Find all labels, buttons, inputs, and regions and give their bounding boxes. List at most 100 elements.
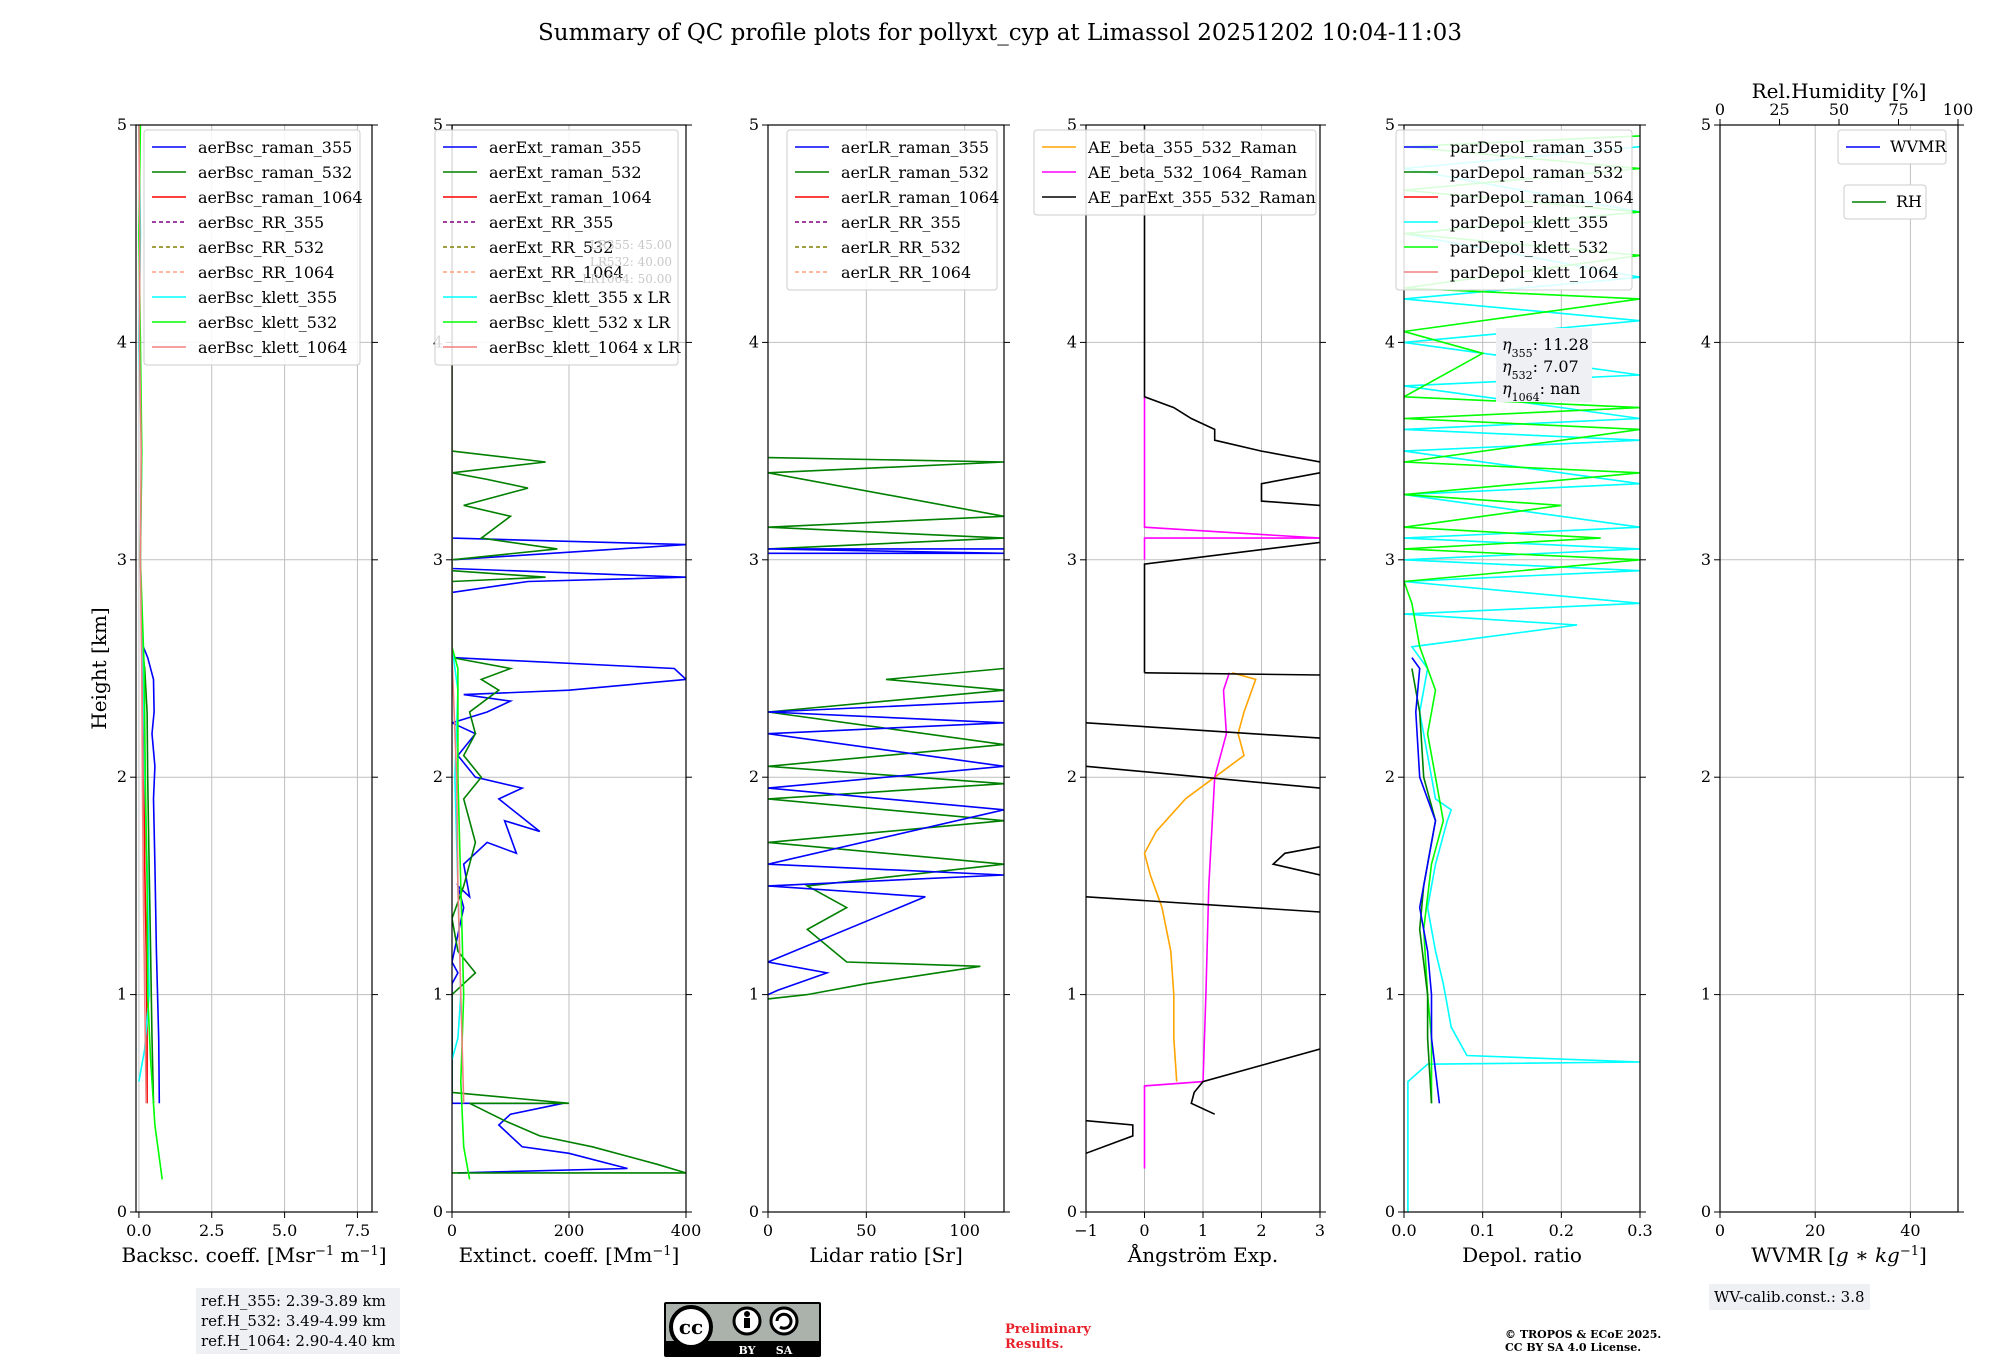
legend-box (434, 129, 679, 366)
top-tick-label: 75 (1888, 100, 1908, 119)
wv-calib-constant: WV-calib.const.: 3.8 (1714, 1288, 1865, 1306)
y-tick-label: 5 (117, 115, 127, 134)
series-line-aerBsc_raman_532 (141, 646, 155, 1104)
x-tick-label: 0 (447, 1221, 457, 1240)
eta-text-532: η532: 7.07 (1502, 357, 1579, 382)
panel-wvmr: 0 20 40 0 1 2 3 4 5 WVMR [g ∗ kg−1] 0 25 50 75 100 Rel.… (1701, 79, 1973, 1267)
panel-lidar_ratio: 0 50 100 0 1 2 3 4 5 Lidar ratio [Sr] aerLR_raman_… (749, 115, 1010, 1267)
y-tick-label: 3 (749, 550, 759, 569)
copyright-note: © TROPOS & ECoE 2025. CC BY SA 4.0 Licen… (1505, 1328, 1661, 1354)
top-axis-label: Rel.Humidity [%] (1752, 79, 1927, 103)
y-tick-label: 4 (749, 332, 759, 351)
legend-label: aerLR_raman_532 (841, 163, 989, 182)
legend-label: WVMR (1890, 137, 1947, 156)
y-tick-label: 3 (433, 550, 443, 569)
y-tick-label: 1 (1067, 985, 1077, 1004)
series-line-AE_beta_532_1064_Raman (1143, 672, 1231, 1169)
x-tick-label: 200 (554, 1221, 585, 1240)
legend-label: parDepol_raman_1064 (1450, 188, 1634, 207)
x-tick-label: 0 (1715, 1221, 1725, 1240)
panel-extinction: 0200400012345Extinct. coeff. [Mm−1]aerEx… (433, 115, 701, 1267)
copyright-line-2: CC BY SA 4.0 License. (1505, 1341, 1642, 1354)
x-tick-label: 40 (1900, 1221, 1920, 1240)
y-tick-label: 1 (117, 985, 127, 1004)
series-line-AE_parExt_355_532_Raman_3 (1086, 896, 1320, 913)
x-axis-label: WVMR [g ∗ kg−1] (1751, 1243, 1927, 1267)
legend-label: aerBsc_RR_1064 (198, 263, 334, 282)
legend-label: aerLR_raman_355 (841, 138, 989, 157)
ref-height-355: ref.H_355: 2.39-3.89 km (201, 1292, 386, 1310)
cc-sa-text: SA (776, 1344, 793, 1357)
legend-label: aerBsc_raman_355 (198, 138, 352, 157)
y-tick-label: 5 (1385, 115, 1395, 134)
y-tick-label: 3 (1701, 550, 1711, 569)
x-tick-label: 0.0 (1391, 1221, 1416, 1240)
series-line-AE_parExt_355_532_Raman_5 (1086, 765, 1320, 789)
x-tick-label: 0.3 (1627, 1221, 1652, 1240)
series-line-aerBsc_klett_532 x LR (452, 125, 471, 1180)
x-tick-label: 0.0 (126, 1221, 151, 1240)
y-tick-label: 3 (117, 550, 127, 569)
legend-label: aerBsc_RR_532 (198, 238, 324, 257)
cc-license-badge-icon: cc BY SA (664, 1302, 821, 1357)
legend-label: parDepol_raman_355 (1450, 138, 1623, 157)
axes-frame (1719, 124, 1959, 1213)
series-group (1404, 135, 1640, 1212)
panel-backscatter: 0.0 2.5 5.0 7.5 0 1 2 3 4 5 Backsc. coeff. [Msr−1 … (87, 115, 387, 1267)
legend-label: AE_parExt_355_532_Raman (1087, 188, 1316, 207)
series-line-AE_parExt_355_532_Raman_6 (1086, 722, 1320, 739)
figure-title: Summary of QC profile plots for pollyxt_… (538, 20, 1462, 46)
y-tick-label: 3 (1067, 550, 1077, 569)
preliminary-note: Preliminary Results. (1005, 1322, 1091, 1352)
x-tick-label: −1 (1074, 1221, 1098, 1240)
y-tick-label: 1 (1701, 985, 1711, 1004)
x-axis-label: Lidar ratio [Sr] (809, 1243, 963, 1267)
legend-box (1033, 129, 1317, 216)
legend-label: aerLR_RR_532 (841, 238, 961, 257)
axes-frame (767, 124, 1005, 1213)
y-tick-label: 2 (749, 767, 759, 786)
legend-box (1395, 129, 1633, 291)
legend-box (1837, 129, 1947, 165)
series-line-aerLR_raman_532_upper (768, 456, 1004, 550)
legend-label: aerExt_RR_355 (489, 213, 613, 232)
y-tick-label: 0 (433, 1202, 443, 1221)
series-line-parDepol_klett_355 (1404, 145, 1640, 1212)
x-tick-label: 100 (949, 1221, 980, 1240)
y-tick-label: 0 (1701, 1202, 1711, 1221)
series-line-aerBsc_raman_355 (142, 646, 161, 1104)
y-tick-label: 5 (1701, 115, 1711, 134)
legend-label: aerBsc_klett_1064 (198, 338, 347, 357)
legend-label: parDepol_raman_532 (1450, 163, 1623, 182)
legend-label: aerBsc_RR_355 (198, 213, 324, 232)
series-line-AE_beta_355_532_Raman (1143, 672, 1257, 1082)
reference-height-box: ref.H_355: 2.39-3.89 km ref.H_532: 3.49-… (196, 1288, 401, 1354)
top-tick-label: 25 (1769, 100, 1789, 119)
x-axis-label: Depol. ratio (1462, 1243, 1582, 1267)
ref-height-1064: ref.H_1064: 2.90-4.40 km (201, 1332, 396, 1350)
x-tick-label: 3 (1315, 1221, 1325, 1240)
series-line-AE_parExt_355_532_Raman_8 (1143, 541, 1320, 673)
legend-label: aerBsc_klett_1064 x LR (489, 338, 681, 357)
x-tick-label: 0 (1139, 1221, 1149, 1240)
x-tick-label: 2.5 (199, 1221, 224, 1240)
series-line-aerLR_raman_355 (768, 700, 1004, 996)
y-tick-label: 4 (1385, 332, 1395, 351)
legend-box (143, 129, 361, 366)
legend-label: aerBsc_raman_532 (198, 163, 352, 182)
legend-label: parDepol_klett_1064 (1450, 263, 1619, 282)
eta-box (1496, 328, 1592, 402)
series-group (1086, 125, 1320, 1169)
legend-label: parDepol_klett_532 (1450, 238, 1608, 257)
legend-label: AE_beta_355_532_Raman (1087, 138, 1297, 157)
x-tick-label: 2 (1256, 1221, 1266, 1240)
series-line-AE_parExt_355_532_Raman_10 (1143, 125, 1320, 463)
legend-label: RH (1896, 192, 1922, 211)
y-tick-label: 2 (433, 767, 443, 786)
series-line-parDepol_raman_355 (1411, 657, 1441, 1104)
x-tick-label: 0 (763, 1221, 773, 1240)
series-line-AE_beta_532_1064_Raman_upper (1143, 396, 1320, 560)
x-tick-label: 5.0 (272, 1221, 297, 1240)
x-tick-label: 400 (671, 1221, 702, 1240)
legend-label: aerBsc_klett_355 x LR (489, 288, 671, 307)
